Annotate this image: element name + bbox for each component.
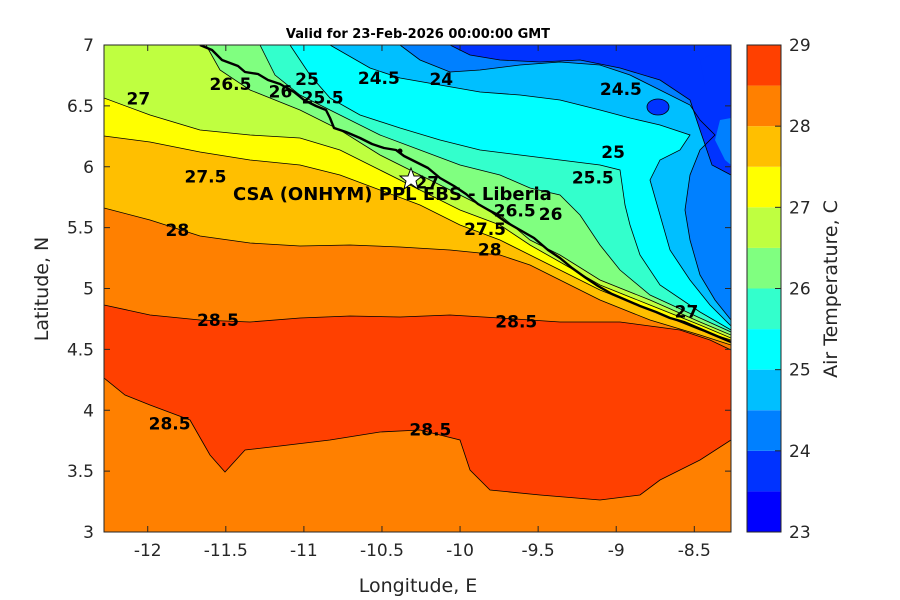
colorbar-ticks: 29 28 27 26 25 24 23 <box>775 36 811 543</box>
coastline <box>199 45 731 344</box>
contour-label: 25.5 <box>302 88 344 108</box>
contour-label: 27 <box>415 174 439 194</box>
colorbar-band <box>747 207 781 248</box>
y-tick-label: 7 <box>83 36 94 56</box>
x-tick-label: -10 <box>446 541 474 561</box>
band-23.5-24 <box>450 45 731 175</box>
contour-line-24.5 <box>399 45 731 321</box>
x-tick-label: -11 <box>290 541 318 561</box>
colorbar-band <box>747 85 781 127</box>
contour-line-24-cell <box>646 98 670 116</box>
contour-label: 27.5 <box>464 220 506 240</box>
x-axis-ticks: -12 -11.5 -11 -10.5 -10 -9.5 -9 -8.5 <box>134 45 711 561</box>
colorbar-tick-label: 27 <box>789 198 811 218</box>
contour-line-28.5-north <box>104 304 731 351</box>
contour-label: 26 <box>539 205 563 225</box>
contour-label: 28.5 <box>409 421 451 441</box>
contour-label: 28.5 <box>495 312 537 332</box>
colorbar <box>747 45 781 532</box>
x-axis-title: Longitude, E <box>359 575 478 597</box>
x-tick-label: -10.5 <box>360 541 404 561</box>
colorbar-tick-label: 23 <box>789 523 811 543</box>
contour-line-25 <box>329 45 731 327</box>
y-tick-label: 5 <box>83 280 94 300</box>
contour-label: 28 <box>478 241 502 261</box>
colorbar-band <box>747 288 781 330</box>
temperature-field <box>104 45 731 532</box>
colorbar-title: Air Temperature, C <box>820 200 842 378</box>
colorbar-band <box>747 126 781 167</box>
contour-line-26 <box>259 45 731 333</box>
colorbar-band <box>747 450 781 492</box>
colorbar-band <box>747 247 781 289</box>
contour-label: 26.5 <box>494 202 536 222</box>
colorbar-band <box>747 369 781 411</box>
contour-label: 28.5 <box>149 415 191 435</box>
x-tick-label: -9.5 <box>522 541 555 561</box>
coastline-islet <box>397 148 403 154</box>
y-tick-label: 3 <box>83 523 94 543</box>
contour-label: 27 <box>127 90 151 110</box>
colorbar-tick-label: 26 <box>789 280 811 300</box>
colorbar-tick-label: 28 <box>789 117 811 137</box>
colorbar-band <box>747 329 781 370</box>
x-tick-label: -8.5 <box>678 541 711 561</box>
band-28.5-29 <box>104 305 731 500</box>
contour-label: 24 <box>429 70 453 90</box>
colorbar-band <box>747 45 781 86</box>
contour-line-28.5-south <box>104 377 731 501</box>
y-tick-label: 3.5 <box>67 462 94 482</box>
x-tick-label: -9 <box>608 541 625 561</box>
contour-label: 27 <box>675 303 699 323</box>
contour-line-27 <box>104 97 731 339</box>
y-tick-label: 6.5 <box>67 97 94 117</box>
contour-label: 24.5 <box>358 69 400 89</box>
y-axis-ticks: 7 6.5 6 5.5 5 4.5 4 3.5 3 <box>67 36 731 543</box>
x-tick-label: -12 <box>134 541 162 561</box>
contour-label: 25.5 <box>572 169 614 189</box>
contour-label: 25 <box>601 143 625 163</box>
contour-line-28 <box>104 207 731 346</box>
y-tick-label: 4.5 <box>67 340 94 360</box>
cold-cell-24-south <box>647 99 669 115</box>
contour-line-25.5 <box>289 45 731 331</box>
x-tick-label: -11.5 <box>204 541 248 561</box>
figure-title: Valid for 23-Feb-2026 00:00:00 GMT <box>286 27 550 42</box>
contour-lines <box>104 45 731 501</box>
contour-label: 28.5 <box>197 311 239 331</box>
band-24.5-25 <box>330 45 731 326</box>
y-axis-title: Latitude, N <box>31 237 53 342</box>
contour-label: 26 <box>269 82 293 102</box>
y-tick-label: 6 <box>83 158 94 178</box>
colorbar-tick-label: 25 <box>789 361 811 381</box>
band-25-25.5 <box>290 45 731 330</box>
band-23.5-24-east <box>700 45 731 110</box>
site-label: CSA (ONHYM) PPL EBS - Liberia <box>233 184 552 205</box>
colorbar-band <box>747 410 781 451</box>
colorbar-tick-label: 29 <box>789 36 811 56</box>
contour-label: 25 <box>295 70 319 90</box>
contour-line-24 <box>449 45 731 176</box>
contour-line-26.5 <box>205 45 731 336</box>
y-tick-label: 4 <box>83 401 94 421</box>
contour-label: 27.5 <box>185 167 227 187</box>
contour-label: 26.5 <box>210 75 252 95</box>
contour-label: 28 <box>166 221 190 241</box>
contour-label: 24.5 <box>600 80 642 100</box>
colorbar-band <box>747 166 781 208</box>
colorbar-tick-label: 24 <box>789 442 811 462</box>
site-star-marker <box>398 166 424 191</box>
y-tick-label: 5.5 <box>67 219 94 239</box>
colorbar-band <box>747 491 781 532</box>
